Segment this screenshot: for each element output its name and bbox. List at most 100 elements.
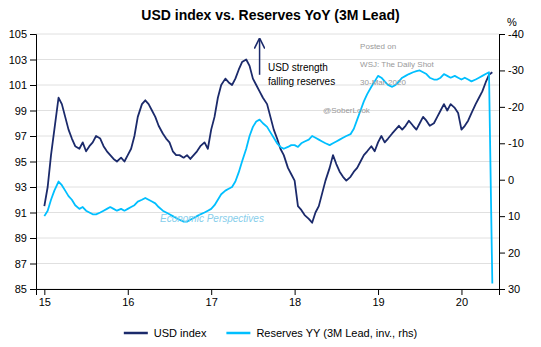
grid-line (36, 187, 499, 188)
axis-line (30, 35, 37, 290)
tick-label: -40 (508, 28, 524, 40)
tick-label: 105 (9, 28, 27, 40)
tick-mark (499, 107, 505, 108)
tick-label: 19 (372, 296, 384, 308)
chart: 15 16 17 18 19 20 85 87 89 91 93 95 97 99 101 103 105 30 2… (0, 0, 541, 347)
tick: 95 (15, 156, 36, 168)
tick: 10 (499, 210, 520, 222)
legend-swatch (226, 332, 250, 335)
tick-label: 97 (15, 130, 27, 142)
axis-label: % (507, 16, 517, 28)
tick: 97 (15, 130, 36, 142)
y2-axis: 30 20 10 0 -10 -20 -30 -40 (499, 28, 524, 295)
tick-mark (499, 216, 505, 217)
watermark: 30-Mar-2020 (360, 78, 406, 87)
grid-line (36, 161, 499, 162)
tick-mark (295, 289, 296, 295)
tick-mark (499, 289, 505, 290)
tick-mark (30, 34, 36, 35)
tick-mark (30, 111, 36, 112)
tick-label: 89 (15, 232, 27, 244)
tick-mark (461, 289, 462, 295)
tick: 105 (9, 28, 36, 40)
tick-label: -20 (508, 101, 524, 113)
watermark: Economic Perspectives (160, 213, 264, 224)
grid (36, 34, 499, 289)
tick-label: 103 (9, 54, 27, 66)
axis-line (37, 290, 500, 296)
annotations: USD strengthfalling reserves Posted on WSJ… (160, 39, 435, 223)
grid-line (36, 263, 499, 264)
tick-mark (378, 289, 379, 295)
tick-label: 20 (456, 296, 468, 308)
tick-mark (499, 180, 505, 181)
watermark: Posted on (360, 42, 396, 51)
tick: 87 (15, 258, 36, 270)
tick-mark (499, 34, 505, 35)
tick: -20 (499, 101, 524, 113)
annotation-arrow (259, 39, 261, 75)
grid-line (36, 238, 499, 239)
lines (44, 60, 492, 284)
annotation-line: USD strength (268, 62, 328, 73)
x-axis: 15 16 17 18 19 20 (37, 289, 500, 308)
tick-label: 87 (15, 258, 27, 270)
tick: 20 (499, 247, 520, 259)
tick-label: 15 (39, 296, 51, 308)
tick-mark (128, 289, 129, 295)
y-axis: 85 87 89 91 93 95 97 99 101 103 105 (9, 28, 37, 295)
tick-label: 93 (15, 181, 27, 193)
tick-mark (211, 289, 212, 295)
tick-mark (30, 213, 36, 214)
tick-label: 0 (508, 174, 514, 186)
line (44, 70, 492, 283)
watermark: WSJ: The Daily Shot (360, 60, 434, 69)
tick-mark (30, 136, 36, 137)
tick-mark (499, 143, 505, 144)
tick-mark (30, 85, 36, 86)
tick: 18 (289, 289, 301, 308)
line (44, 60, 492, 223)
grid-line (36, 110, 499, 111)
tick-label: 17 (206, 296, 218, 308)
plot: 15 16 17 18 19 20 85 87 89 91 93 95 97 99 101 103 105 30 2… (9, 16, 524, 308)
tick: 89 (15, 232, 36, 244)
legend-item: USD index (124, 327, 207, 339)
tick-mark (30, 264, 36, 265)
tick: 20 (456, 289, 468, 308)
tick: -10 (499, 137, 524, 149)
tick-label: -30 (508, 64, 524, 76)
tick-label: -10 (508, 137, 524, 149)
tick-label: 101 (9, 79, 27, 91)
tick-label: 99 (15, 105, 27, 117)
tick-mark (30, 60, 36, 61)
tick-mark (44, 289, 45, 295)
tick-label: 85 (15, 283, 27, 295)
grid-line (36, 34, 499, 35)
tick-label: 16 (122, 296, 134, 308)
annotation: USD strengthfalling reserves (268, 62, 335, 87)
tick: -30 (499, 64, 524, 76)
tick: 99 (15, 105, 36, 117)
tick-mark (499, 253, 505, 254)
grid-line (36, 212, 499, 213)
grid-line (36, 136, 499, 137)
tick-mark (499, 70, 505, 71)
tick-label: 30 (508, 283, 520, 295)
legend-swatch (124, 332, 148, 335)
tick: 30 (499, 283, 520, 295)
tick: 15 (39, 289, 51, 308)
tick-label: 20 (508, 247, 520, 259)
tick: 16 (122, 289, 134, 308)
axis-line (500, 35, 506, 290)
legend-label: USD index (154, 327, 207, 339)
tick-label: 91 (15, 207, 27, 219)
legend-label: Reserves YY (3M Lead, inv., rhs) (256, 327, 417, 339)
tick: 101 (9, 79, 36, 91)
tick: 103 (9, 54, 36, 66)
tick-mark (30, 187, 36, 188)
legend-item: Reserves YY (3M Lead, inv., rhs) (226, 327, 417, 339)
tick-label: 10 (508, 210, 520, 222)
title: USD index vs. Reserves YoY (3M Lead) (141, 7, 399, 23)
legend: USD index Reserves YY (3M Lead, inv., rhs… (124, 327, 417, 339)
